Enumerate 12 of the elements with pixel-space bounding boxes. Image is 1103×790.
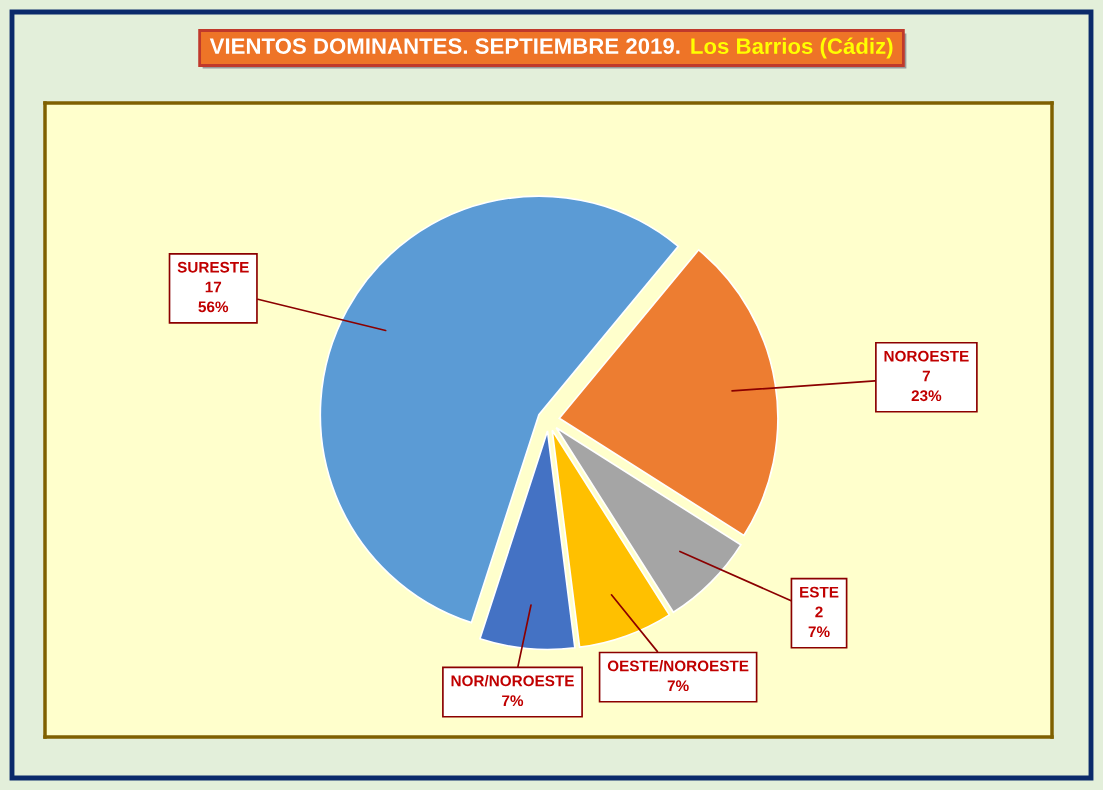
slice-label: SURESTE bbox=[177, 261, 249, 273]
slice-label: NOR/NOROESTE bbox=[451, 675, 574, 687]
data-label: 2 7% bbox=[808, 606, 830, 638]
data-label: 17 56% bbox=[198, 281, 229, 313]
slice-label: OESTE/NOROESTE bbox=[607, 660, 749, 672]
data-label: 7 23% bbox=[911, 370, 942, 402]
chart-title: VIENTOS DOMINANTES. SEPTIEMBRE 2019. bbox=[209, 38, 680, 54]
slice-label: ESTE bbox=[800, 586, 839, 598]
slice-label: NOROESTE bbox=[884, 350, 969, 362]
data-label: 7% bbox=[502, 695, 524, 707]
data-label: 7% bbox=[667, 680, 689, 692]
chart-subtitle: Los Barrios (Cádiz) bbox=[691, 37, 893, 59]
